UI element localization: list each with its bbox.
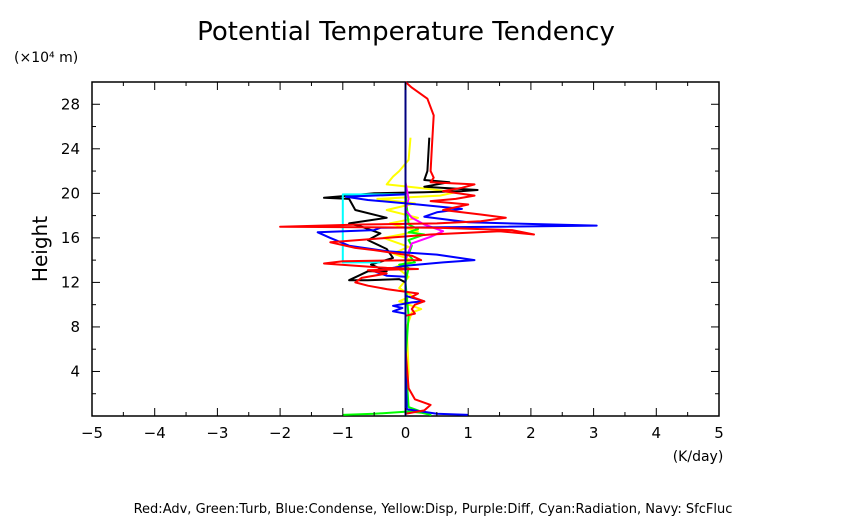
x-tick-label: −4 <box>144 424 166 442</box>
x-tick-label: 4 <box>652 424 662 442</box>
y-tick-label: 16 <box>61 229 80 247</box>
y-tick-label: 4 <box>70 362 80 380</box>
y-unit-label: (×10⁴ m) <box>14 50 78 66</box>
x-tick-label: −5 <box>81 424 103 442</box>
chart-title: Potential Temperature Tendency <box>197 17 615 47</box>
x-tick-label: 1 <box>463 424 473 442</box>
y-tick-label: 12 <box>61 273 80 291</box>
x-axis-label: (K/day) <box>673 449 724 465</box>
x-tick-label: 2 <box>526 424 536 442</box>
x-tick-label: 0 <box>401 424 411 442</box>
series-line-6 <box>279 81 535 415</box>
series-line-1 <box>323 137 479 414</box>
y-tick-label: 20 <box>61 184 80 202</box>
x-tick-label: −1 <box>332 424 354 442</box>
series-line-0 <box>376 137 457 414</box>
series-group <box>279 81 598 416</box>
series-line-5 <box>316 193 598 416</box>
x-tick-label: 5 <box>714 424 724 442</box>
series-line-2 <box>342 137 432 416</box>
x-tick-label: −3 <box>206 424 228 442</box>
y-axis-label: Height <box>28 216 52 282</box>
y-tick-label: 24 <box>61 140 80 158</box>
legend-text: Red:Adv, Green:Turb, Blue:Condense, Yell… <box>134 502 733 517</box>
y-tick-label: 8 <box>70 318 80 336</box>
x-tick-label: −2 <box>269 424 291 442</box>
x-tick-label: 3 <box>589 424 599 442</box>
y-tick-label: 28 <box>61 95 80 113</box>
